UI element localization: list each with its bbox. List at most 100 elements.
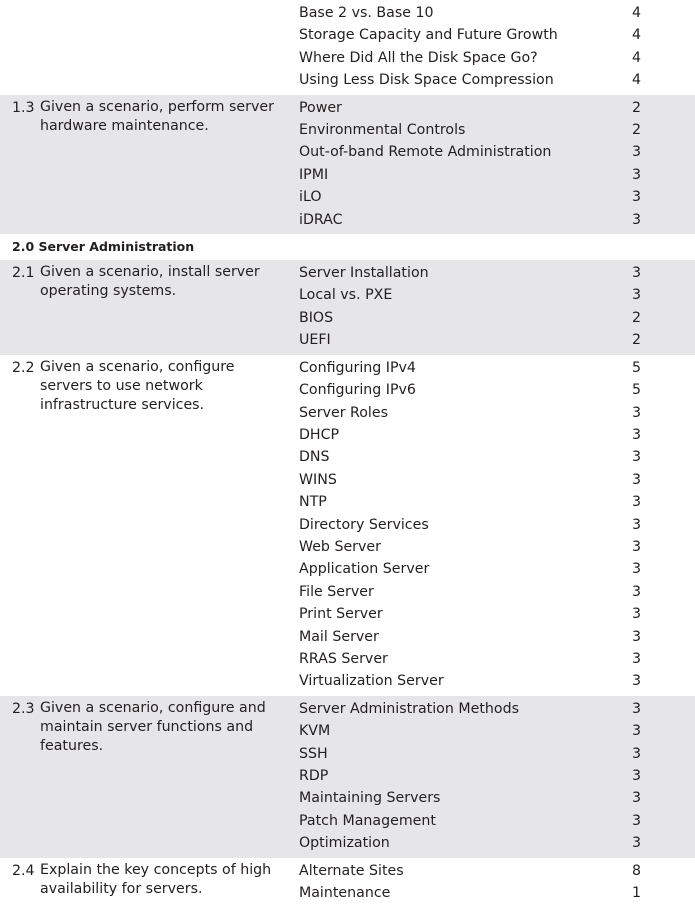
objective-row: 2.2 Given a scenario, configure servers t… — [0, 355, 695, 696]
chapter-number: 2 — [632, 99, 642, 116]
chapter-number: 3 — [632, 538, 642, 555]
topic-name: Alternate Sites — [299, 862, 404, 879]
objective-number: 2.4 — [12, 862, 35, 879]
topic-item: Server Administration Methods 3 — [299, 698, 695, 720]
topic-list: Server Administration Methods 3 KVM 3 SSH 3 RD… — [299, 698, 695, 855]
chapter-number: 3 — [632, 494, 642, 511]
topic-name: Power — [299, 99, 342, 116]
topic-name: Patch Management — [299, 812, 436, 829]
topic-name: Mail Server — [299, 628, 379, 645]
chapter-number: 3 — [632, 606, 642, 623]
domain-heading: 2.0 Server Administration — [12, 239, 195, 255]
topic-list: Server Installation 3 Local vs. PXE 3 BIOS 2 U… — [299, 262, 695, 352]
objective-text: Given a scenario, install server operati… — [40, 264, 260, 300]
topic-name: RDP — [299, 768, 329, 784]
topic-name: RRAS Server — [299, 650, 388, 667]
topic-name: Server Administration Methods — [299, 700, 519, 717]
chapter-number: 3 — [632, 211, 642, 228]
topic-name: Configuring IPv6 — [299, 382, 416, 399]
topic-item: Maintenance 1 — [299, 882, 695, 904]
chapter-number: 3 — [632, 700, 642, 717]
chapter-number: 3 — [632, 583, 642, 600]
topic-name: SSH — [299, 745, 328, 762]
chapter-number: 5 — [632, 382, 642, 399]
topic-name: Using Less Disk Space Compression — [299, 72, 554, 89]
topic-name: Base 2 vs. Base 10 — [299, 5, 434, 21]
topic-item: Mail Server 3 — [299, 626, 695, 648]
chapter-number: 3 — [632, 790, 642, 807]
chapter-number: 3 — [632, 144, 642, 161]
topic-name: Server Installation — [299, 265, 429, 282]
chapter-number: 3 — [632, 673, 642, 690]
chapter-number: 3 — [632, 835, 642, 852]
chapter-number: 3 — [632, 723, 642, 740]
topic-item: IPMI 3 — [299, 164, 695, 186]
chapter-number: 3 — [632, 166, 642, 183]
topic-name: Maintaining Servers — [299, 790, 441, 807]
chapter-number: 3 — [632, 189, 642, 206]
topic-item: NTP 3 — [299, 491, 695, 513]
objective-number: 2.3 — [12, 700, 35, 717]
topic-item: iLO 3 — [299, 186, 695, 208]
topic-item: Directory Services 3 — [299, 514, 695, 536]
chapter-number: 3 — [632, 516, 642, 533]
topic-list: Base 2 vs. Base 10 4 Storage Capacity and … — [299, 2, 695, 92]
topic-name: Storage Capacity and Future Growth — [299, 27, 558, 44]
chapter-number: 3 — [632, 745, 642, 762]
topic-name: Directory Services — [299, 516, 429, 533]
topic-item: iDRAC 3 — [299, 209, 695, 231]
objective-row: 2.1 Given a scenario, install server oper… — [0, 260, 695, 355]
topic-name: KVM — [299, 723, 331, 740]
topic-name: Configuring IPv4 — [299, 359, 416, 376]
topic-item: Configuring IPv4 5 — [299, 357, 695, 379]
topic-name: Optimization — [299, 835, 390, 852]
chapter-number: 2 — [632, 122, 642, 139]
objective-row: 2.4 Explain the key concepts of high avai… — [0, 858, 695, 907]
topic-item: Application Server 3 — [299, 558, 695, 580]
topic-name: DHCP — [299, 426, 340, 443]
chapter-number: 3 — [632, 426, 642, 443]
objective-number: 1.3 — [12, 99, 35, 116]
chapter-number: 1 — [632, 885, 642, 902]
topic-name: File Server — [299, 583, 374, 600]
topic-item: Power 2 — [299, 97, 695, 119]
topic-item: KVM 3 — [299, 720, 695, 742]
topic-item: DHCP 3 — [299, 424, 695, 446]
topic-name: Local vs. PXE — [299, 287, 393, 304]
topic-list: Power 2 Environmental Controls 2 Out-of-band… — [299, 97, 695, 231]
chapter-number: 4 — [632, 49, 642, 66]
topic-list: Configuring IPv4 5 Configuring IPv6 5 Server… — [299, 357, 695, 693]
topic-name: Server Roles — [299, 404, 388, 421]
topic-item: Optimization 3 — [299, 832, 695, 854]
topic-item: Alternate Sites 8 — [299, 860, 695, 882]
topic-name: iLO — [299, 189, 322, 206]
chapter-number: 3 — [632, 561, 642, 578]
chapter-number: 3 — [632, 768, 642, 784]
topic-item: Virtualization Server 3 — [299, 670, 695, 692]
topic-item: Patch Management 3 — [299, 810, 695, 832]
chapter-number: 4 — [632, 72, 642, 89]
topic-item: Server Installation 3 — [299, 262, 695, 284]
chapter-number: 4 — [632, 5, 642, 21]
topic-name: Out-of-band Remote Administration — [299, 144, 552, 161]
topic-item: WINS 3 — [299, 469, 695, 491]
chapter-number: 2 — [632, 332, 642, 349]
topic-item: RRAS Server 3 — [299, 648, 695, 670]
objective-row: 1.3 Given a scenario, perform server hard… — [0, 94, 695, 235]
topic-item: Where Did All the Disk Space Go? 4 — [299, 47, 695, 69]
topic-item: BIOS 2 — [299, 307, 695, 329]
topic-name: Application Server — [299, 561, 430, 578]
chapter-number: 2 — [632, 309, 642, 326]
topic-item: Configuring IPv6 5 — [299, 379, 695, 401]
objective-text: Explain the key concepts of high availab… — [40, 861, 272, 897]
topic-item: Local vs. PXE 3 — [299, 284, 695, 306]
objective-number: 2.1 — [12, 265, 35, 282]
topic-name: Virtualization Server — [299, 673, 444, 690]
topic-name: iDRAC — [299, 211, 343, 228]
topic-name: Web Server — [299, 538, 381, 555]
topic-item: Storage Capacity and Future Growth 4 — [299, 24, 695, 46]
topic-item: SSH 3 — [299, 743, 695, 765]
topic-item: Using Less Disk Space Compression 4 — [299, 69, 695, 91]
objective-text: Given a scenario, perform server hardwar… — [40, 98, 274, 134]
